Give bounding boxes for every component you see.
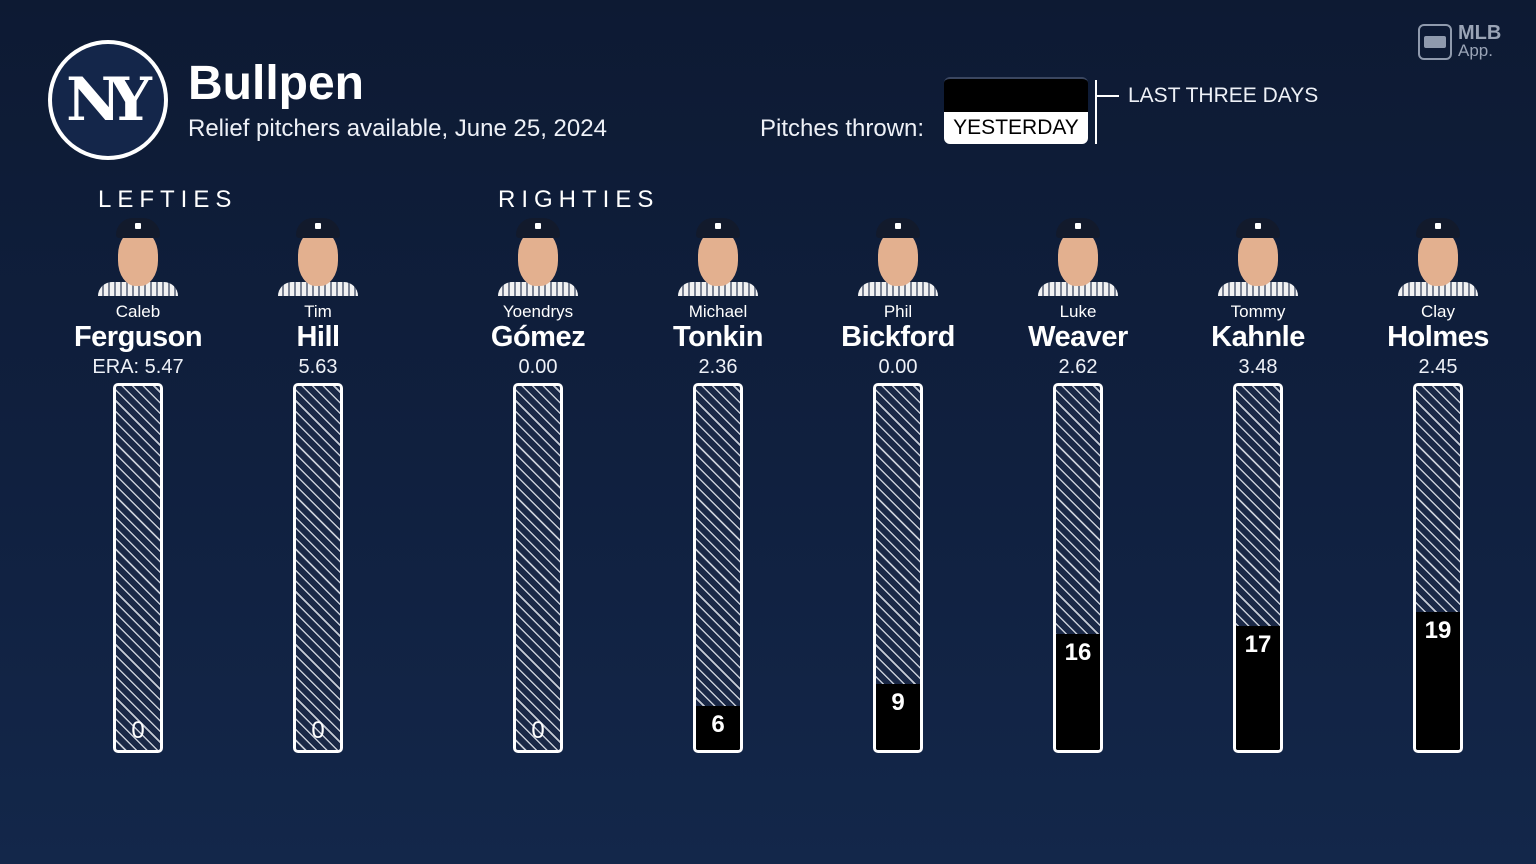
pitcher-card: Tim Hill 5.63: [238, 214, 398, 380]
pitcher-headshot: [1036, 214, 1120, 296]
toggle-bracket: [1095, 80, 1097, 144]
pitcher-era: 2.62: [1058, 356, 1098, 378]
bar-fill: [1056, 633, 1100, 750]
mlb-icon: [1418, 24, 1452, 60]
pitcher-last-name: Bickford: [841, 321, 955, 353]
pitcher-era: 2.36: [698, 356, 738, 378]
mlb-app-logo: MLB App.: [1418, 22, 1502, 60]
bar-fill: [1236, 626, 1280, 750]
bar-track: 0: [293, 383, 343, 753]
pitcher-headshot: [96, 214, 180, 296]
pitcher-era: 0.00: [878, 356, 918, 378]
pitcher-first-name: Tim: [304, 302, 332, 321]
bar-track: 17: [1233, 383, 1283, 753]
pitch-count-bar: 19: [1413, 383, 1463, 753]
pitches-thrown-label: Pitches thrown:: [760, 115, 925, 142]
bar-fill: [1416, 611, 1460, 750]
last-three-days-label[interactable]: LAST THREE DAYS: [1128, 84, 1319, 107]
pitch-count-label: 19: [1424, 616, 1452, 644]
bar-track: 0: [113, 383, 163, 753]
pitcher-first-name: Caleb: [115, 302, 161, 321]
pitcher-era: 5.63: [298, 356, 338, 378]
pitcher-last-name: Gómez: [490, 321, 586, 353]
pitch-count-bar: 17: [1233, 383, 1283, 753]
bar-track: 0: [513, 383, 563, 753]
pitcher-card: Caleb Ferguson ERA: 5.47: [58, 214, 218, 380]
pitcher-era: 0.00: [518, 356, 558, 378]
yankees-logo-inner: NY: [52, 44, 164, 156]
toggle-bracket-tick: [1097, 95, 1119, 97]
pitcher-last-name: Ferguson: [73, 321, 203, 353]
page-title: Bullpen: [188, 57, 364, 110]
toggle-yesterday[interactable]: YESTERDAY: [944, 112, 1088, 144]
pitcher-first-name: Luke: [1059, 302, 1097, 321]
pitcher-headshot: [856, 214, 940, 296]
pitch-count-bar: 9: [873, 383, 923, 753]
pitch-count-label: 0: [311, 717, 325, 744]
pitcher-last-name: Kahnle: [1211, 321, 1305, 353]
pitch-count-label: 17: [1244, 631, 1272, 659]
pitcher-first-name: Phil: [883, 302, 913, 321]
bar-track: 9: [873, 383, 923, 753]
pitch-count-bar: 0: [513, 383, 563, 753]
pitcher-last-name: Holmes: [1387, 321, 1489, 353]
bar-fill: [876, 684, 920, 750]
pitcher-era: 3.48: [1238, 356, 1278, 378]
pitcher-card: Tommy Kahnle 3.48: [1178, 214, 1338, 380]
pitcher-first-name: Yoendrys: [502, 302, 574, 321]
pitcher-headshot: [1396, 214, 1480, 296]
pitcher-first-name: Tommy: [1230, 302, 1286, 321]
pitcher-card: Phil Bickford 0.00: [818, 214, 978, 380]
pitcher-headshot: [276, 214, 360, 296]
section-righties: RIGHTIES: [498, 186, 660, 213]
pitcher-headshot: [496, 214, 580, 296]
pitch-count-bar: 16: [1053, 383, 1103, 753]
pitcher-last-name: Weaver: [1028, 321, 1128, 353]
pitcher-first-name: Michael: [688, 302, 748, 321]
pitcher-first-name: Clay: [1420, 302, 1455, 321]
pitch-count-bar: 0: [113, 383, 163, 753]
pitcher-headshot: [1216, 214, 1300, 296]
bar-track: 16: [1053, 383, 1103, 753]
page-subtitle: Relief pitchers available, June 25, 2024: [188, 115, 607, 142]
pitcher-last-name: Tonkin: [673, 321, 763, 353]
pitcher-card: Michael Tonkin 2.36: [638, 214, 798, 380]
pitch-count-label: 16: [1064, 638, 1092, 666]
pitcher-last-name: Hill: [296, 321, 340, 353]
toggle-last-three-days[interactable]: [944, 77, 1088, 113]
bar-fill: [696, 706, 740, 750]
yankees-logo: NY: [48, 40, 168, 160]
mlb-app-line1: MLB: [1458, 22, 1502, 44]
pitcher-card: Clay Holmes 2.45: [1358, 214, 1518, 380]
section-lefties: LEFTIES: [98, 186, 238, 213]
pitch-count-label: 6: [711, 711, 725, 739]
bar-track: 6: [693, 383, 743, 753]
pitch-count-label: 0: [531, 717, 545, 744]
pitcher-era: ERA: 5.47: [92, 356, 184, 378]
pitcher-headshot: [676, 214, 760, 296]
pitch-count-bar: 6: [693, 383, 743, 753]
pitcher-card: Yoendrys Gómez 0.00: [458, 214, 618, 380]
pitch-count-label: 0: [131, 717, 145, 744]
bar-track: 19: [1413, 383, 1463, 753]
pitch-count-bar: 0: [293, 383, 343, 753]
yankees-logo-text: NY: [66, 65, 152, 135]
pitcher-era: 2.45: [1418, 356, 1458, 378]
pitch-count-label: 9: [891, 689, 905, 717]
mlb-app-line2: App.: [1458, 41, 1493, 60]
pitcher-card: Luke Weaver 2.62: [998, 214, 1158, 380]
